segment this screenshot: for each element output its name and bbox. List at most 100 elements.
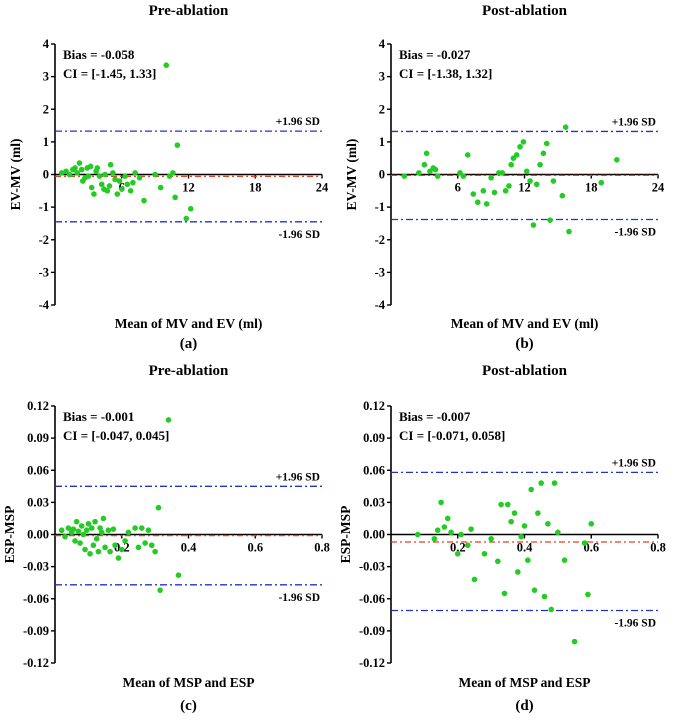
data-point — [141, 197, 147, 204]
data-point — [511, 510, 518, 516]
y-axis-label: ESP-MSP — [2, 506, 17, 564]
data-point — [175, 572, 182, 578]
data-point — [58, 527, 65, 534]
y-tick-label: -0.06 — [359, 592, 385, 606]
data-point — [174, 142, 181, 148]
chart-panel-d: Post-ablation -0.12 -0.09 -0.06 -0.03 0.00 0.0… — [338, 363, 666, 714]
data-point — [183, 215, 190, 222]
data-point — [480, 188, 487, 194]
data-point — [98, 529, 105, 536]
data-point — [118, 546, 125, 553]
data-point — [102, 544, 108, 551]
data-point — [83, 527, 90, 534]
data-point — [537, 161, 543, 168]
data-point — [136, 174, 143, 181]
y-tick-label: -0.03 — [359, 560, 385, 574]
data-point — [172, 194, 178, 201]
data-point — [481, 550, 488, 557]
data-point — [66, 171, 73, 178]
data-point — [97, 525, 103, 531]
y-tick-label: -1 — [39, 200, 49, 214]
y-tick-label: 0.03 — [27, 495, 49, 509]
y-tick-label: 0.09 — [27, 431, 49, 445]
data-point — [438, 499, 444, 506]
data-point — [127, 188, 134, 194]
data-point — [571, 638, 578, 645]
y-tick-label: 1 — [379, 135, 385, 149]
y-tick-label: -4 — [39, 298, 50, 312]
ci-annotation: CI = [-1.45, 1.33] — [63, 66, 156, 81]
data-point — [98, 181, 105, 188]
data-point — [72, 538, 78, 544]
y-tick-label: -0.09 — [23, 624, 49, 638]
data-point — [77, 540, 83, 546]
data-point — [78, 166, 85, 173]
data-point — [105, 527, 112, 534]
data-point — [93, 535, 100, 542]
data-point — [498, 501, 504, 508]
bias-annotation: Bias = -0.007 — [399, 409, 471, 424]
data-point — [96, 173, 103, 179]
data-point — [530, 222, 537, 228]
data-point — [87, 550, 93, 557]
bias-annotation: Bias = -0.027 — [399, 47, 471, 62]
data-point — [488, 174, 494, 181]
data-point — [585, 591, 591, 598]
data-point — [508, 518, 514, 525]
y-tick-label: 0.00 — [27, 528, 49, 542]
x-tick-label: 12 — [182, 181, 195, 195]
y-tick-label: 0.06 — [27, 463, 49, 477]
data-point — [106, 183, 113, 189]
data-point — [118, 186, 125, 192]
x-axis-label: Mean of MSP and ESP — [458, 675, 590, 690]
data-point — [95, 548, 102, 555]
x-tick-label: 18 — [585, 181, 598, 195]
data-point — [460, 173, 467, 179]
y-tick-label: 0.12 — [27, 399, 49, 413]
data-point — [85, 520, 92, 527]
chart-title: Post-ablation — [482, 363, 568, 379]
data-point — [547, 217, 553, 223]
data-point — [102, 171, 108, 178]
data-point — [107, 548, 113, 555]
data-point — [78, 523, 85, 529]
chart-title: Post-ablation — [482, 3, 568, 19]
data-point — [421, 161, 428, 168]
data-point — [470, 191, 477, 197]
y-tick-label: -0.06 — [23, 592, 49, 606]
data-point — [448, 529, 454, 536]
x-tick-label: 18 — [249, 181, 262, 195]
bias-annotation: Bias = -0.058 — [63, 47, 135, 62]
data-point — [135, 544, 142, 551]
y-tick-label: 0.09 — [363, 431, 385, 445]
data-point — [471, 576, 478, 583]
data-point — [132, 525, 138, 531]
data-point — [434, 173, 441, 179]
x-tick-label: 24 — [316, 181, 329, 195]
x-tick-label: 0.8 — [314, 541, 330, 555]
y-tick-label: 2 — [379, 102, 385, 116]
y-axis-label: EV-MV (ml) — [344, 139, 359, 211]
data-point — [91, 191, 97, 197]
upper-loa-label: +1.96 SD — [612, 457, 656, 469]
y-tick-label: -3 — [375, 265, 385, 279]
panel-label: (c) — [180, 698, 197, 714]
data-point — [414, 531, 421, 538]
data-point — [581, 540, 588, 546]
data-point — [441, 524, 448, 530]
data-point — [506, 183, 512, 189]
data-point — [88, 525, 95, 531]
y-tick-label: 3 — [379, 70, 385, 84]
data-point — [112, 542, 118, 549]
data-point — [432, 166, 439, 173]
y-tick-label: -3 — [39, 265, 49, 279]
data-point — [148, 542, 155, 549]
data-point — [540, 150, 547, 157]
chart-title: Pre-ablation — [149, 363, 229, 379]
y-tick-label: -0.12 — [23, 656, 49, 670]
ci-annotation: CI = [-0.071, 0.058] — [399, 428, 505, 443]
data-point — [495, 558, 501, 565]
data-point — [65, 525, 72, 531]
